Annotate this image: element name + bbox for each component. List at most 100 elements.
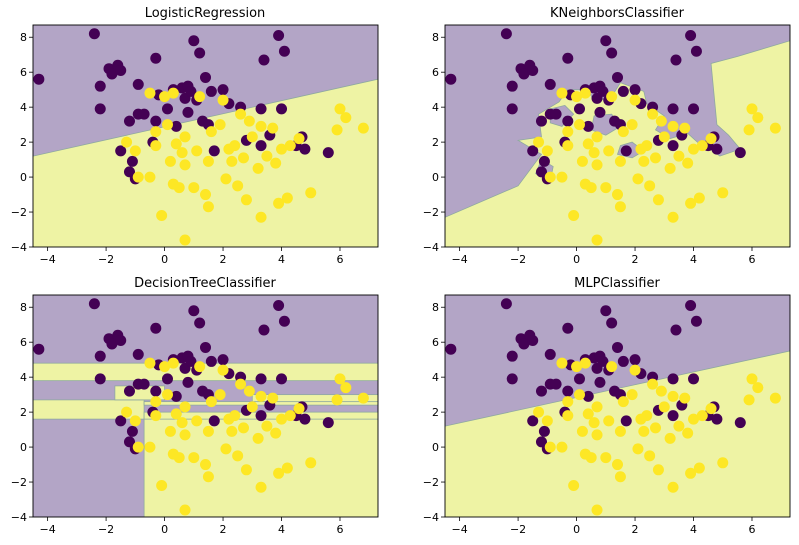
point-class-1 (261, 150, 273, 162)
point-class-1 (600, 452, 612, 464)
point-class-0 (582, 390, 594, 402)
point-class-1 (164, 425, 176, 437)
point-class-0 (562, 322, 574, 334)
point-class-1 (544, 441, 556, 453)
point-class-1 (629, 94, 641, 106)
point-class-0 (506, 373, 518, 385)
scatter-points (445, 28, 781, 246)
y-tick-label: −2 (11, 476, 27, 489)
point-class-1 (150, 126, 162, 138)
point-class-1 (255, 390, 267, 402)
point-class-1 (591, 131, 603, 143)
point-class-1 (556, 87, 568, 99)
decision-regions (445, 295, 790, 517)
point-class-1 (121, 136, 133, 148)
point-class-1 (632, 443, 644, 455)
point-class-1 (293, 133, 305, 145)
point-class-1 (717, 457, 729, 469)
point-class-0 (200, 341, 211, 353)
point-class-1 (202, 155, 214, 167)
point-class-1 (276, 413, 288, 425)
point-class-1 (638, 425, 650, 437)
y-tick-label: 8 (432, 301, 439, 314)
x-tick-label: 2 (220, 253, 227, 266)
point-class-1 (585, 452, 597, 464)
point-class-0 (123, 115, 135, 127)
point-class-0 (527, 334, 539, 346)
point-class-1 (743, 394, 755, 406)
point-class-0 (688, 103, 700, 115)
point-class-0 (629, 84, 641, 96)
point-class-1 (655, 115, 667, 127)
plot-area: −4 −2 0 2 4 6 −4 −2 0 2 4 6 8 (423, 24, 791, 266)
y-tick-label: −2 (423, 476, 439, 489)
point-class-0 (667, 410, 679, 422)
point-class-1 (214, 119, 226, 131)
point-class-0 (258, 54, 270, 66)
y-tick-label: 2 (432, 406, 439, 419)
point-class-1 (617, 126, 629, 138)
point-class-1 (635, 413, 647, 425)
y-tick-label: 2 (20, 406, 27, 419)
point-class-1 (255, 481, 267, 493)
point-class-0 (612, 341, 623, 353)
point-class-1 (261, 420, 273, 432)
scatter-points (33, 28, 369, 246)
point-class-1 (769, 122, 781, 134)
point-class-1 (650, 152, 662, 164)
point-class-1 (156, 480, 168, 492)
decision-regions (445, 25, 790, 247)
point-class-0 (150, 322, 162, 334)
point-class-1 (658, 131, 670, 143)
point-class-1 (603, 415, 615, 427)
point-class-1 (167, 357, 179, 369)
y-tick-label: 2 (432, 136, 439, 149)
point-class-1 (129, 145, 141, 157)
point-class-1 (194, 361, 206, 373)
point-class-1 (541, 415, 553, 427)
point-class-0 (194, 317, 206, 329)
point-class-1 (696, 140, 708, 152)
point-class-0 (258, 324, 270, 336)
point-class-0 (182, 106, 194, 118)
y-tick-label: 2 (20, 136, 27, 149)
point-class-0 (445, 73, 457, 85)
point-class-1 (121, 406, 133, 418)
point-class-1 (144, 171, 156, 183)
x-tick-label: −2 (98, 523, 114, 536)
point-class-1 (644, 450, 656, 462)
point-class-0 (667, 103, 679, 115)
point-class-0 (597, 355, 609, 367)
point-class-1 (159, 361, 171, 373)
point-class-1 (582, 408, 594, 420)
point-class-0 (562, 385, 574, 397)
plot-area: −4 −2 0 2 4 6 −4 −2 0 2 4 6 8 (11, 24, 379, 266)
point-class-1 (305, 457, 317, 469)
point-class-1 (693, 192, 705, 204)
scatter-points (33, 298, 369, 516)
plot-area: −4 −2 0 2 4 6 −4 −2 0 2 4 6 8 (11, 294, 379, 536)
point-class-1 (682, 427, 694, 439)
point-class-1 (650, 422, 662, 434)
x-tick-label: −4 (40, 253, 56, 266)
point-class-1 (173, 452, 185, 464)
point-class-0 (685, 299, 697, 311)
point-class-1 (614, 155, 626, 167)
point-class-1 (752, 112, 764, 124)
point-class-1 (679, 392, 691, 404)
x-tick-label: 4 (690, 253, 697, 266)
point-class-0 (115, 145, 127, 157)
y-tick-label: 4 (432, 371, 439, 384)
point-class-0 (88, 28, 100, 40)
point-class-1 (284, 140, 296, 152)
point-class-0 (670, 54, 682, 66)
point-class-0 (299, 143, 311, 155)
point-class-0 (276, 373, 288, 385)
point-class-0 (506, 80, 518, 92)
x-tick-label: −4 (452, 253, 468, 266)
point-class-1 (144, 357, 156, 369)
point-class-1 (179, 504, 191, 516)
y-tick-label: −2 (11, 206, 27, 219)
point-class-1 (188, 182, 200, 194)
